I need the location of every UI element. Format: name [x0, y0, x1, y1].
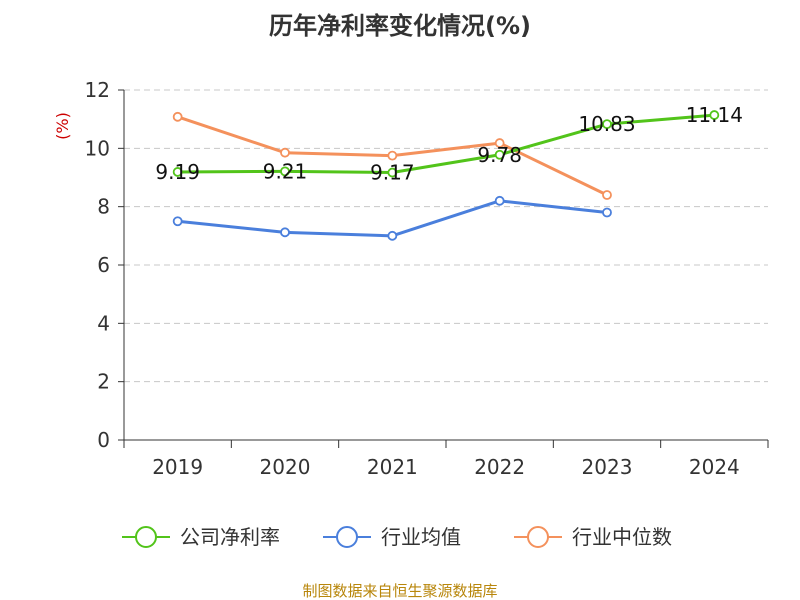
legend: 公司净利率 行业均值 行业中位数 — [122, 525, 672, 549]
series-line-1 — [177, 199, 608, 238]
y-axis-unit: (%) — [53, 112, 72, 140]
y-tick-label: 6 — [97, 253, 110, 277]
data-label: 9.19 — [155, 160, 200, 184]
data-point-1 — [280, 227, 290, 238]
y-tick-label: 12 — [85, 78, 110, 102]
data-point-2 — [387, 150, 398, 161]
data-labels: 9.19 9.21 9.17 9.78 10.83 11.14 — [155, 103, 743, 184]
data-point-1 — [387, 230, 398, 241]
x-tick-label: 2020 — [260, 455, 311, 479]
data-point-1 — [602, 207, 612, 218]
series-lines — [172, 110, 720, 241]
axes: 0 2 4 6 8 10 12 2019 2020 2021 2022 2023 2024 — [85, 78, 769, 479]
legend-label: 行业中位数 — [572, 525, 672, 549]
series-line-0 — [177, 113, 715, 175]
data-point-1 — [494, 195, 505, 206]
data-label: 11.14 — [686, 103, 743, 127]
legend-label: 行业均值 — [381, 525, 461, 549]
data-point-2 — [494, 138, 505, 148]
data-label: 10.83 — [578, 112, 635, 136]
data-point-0 — [494, 149, 505, 160]
x-tick-label: 2022 — [474, 455, 525, 479]
data-point-0 — [280, 166, 290, 177]
y-tick-label: 10 — [85, 136, 110, 160]
x-tick-label: 2023 — [582, 455, 633, 479]
data-point-2 — [280, 147, 290, 158]
legend-marker — [135, 526, 157, 548]
legend-label: 公司净利率 — [180, 525, 280, 549]
x-tick-label: 2021 — [367, 455, 418, 479]
legend-marker — [336, 526, 358, 548]
data-point-0 — [172, 167, 183, 177]
data-point-0 — [602, 119, 612, 130]
data-point-2 — [602, 190, 612, 200]
x-tick-label: 2019 — [152, 455, 203, 479]
data-label: 9.78 — [477, 143, 522, 167]
data-point-2 — [172, 111, 183, 122]
x-tick-label: 2024 — [689, 455, 740, 479]
legend-marker — [527, 526, 549, 548]
grid-lines — [124, 89, 768, 383]
y-tick-label: 4 — [97, 311, 110, 335]
chart-title: 历年净利率变化情况(%) — [269, 12, 531, 40]
y-tick-label: 2 — [97, 370, 110, 394]
data-point-0 — [387, 167, 398, 178]
data-point-1 — [172, 216, 183, 227]
data-label: 9.21 — [263, 159, 308, 183]
source-note: 制图数据来自恒生聚源数据库 — [302, 582, 497, 600]
data-label: 9.17 — [370, 161, 415, 185]
y-tick-label: 0 — [97, 428, 110, 452]
data-point-0 — [709, 110, 720, 120]
y-tick-label: 8 — [97, 195, 110, 219]
